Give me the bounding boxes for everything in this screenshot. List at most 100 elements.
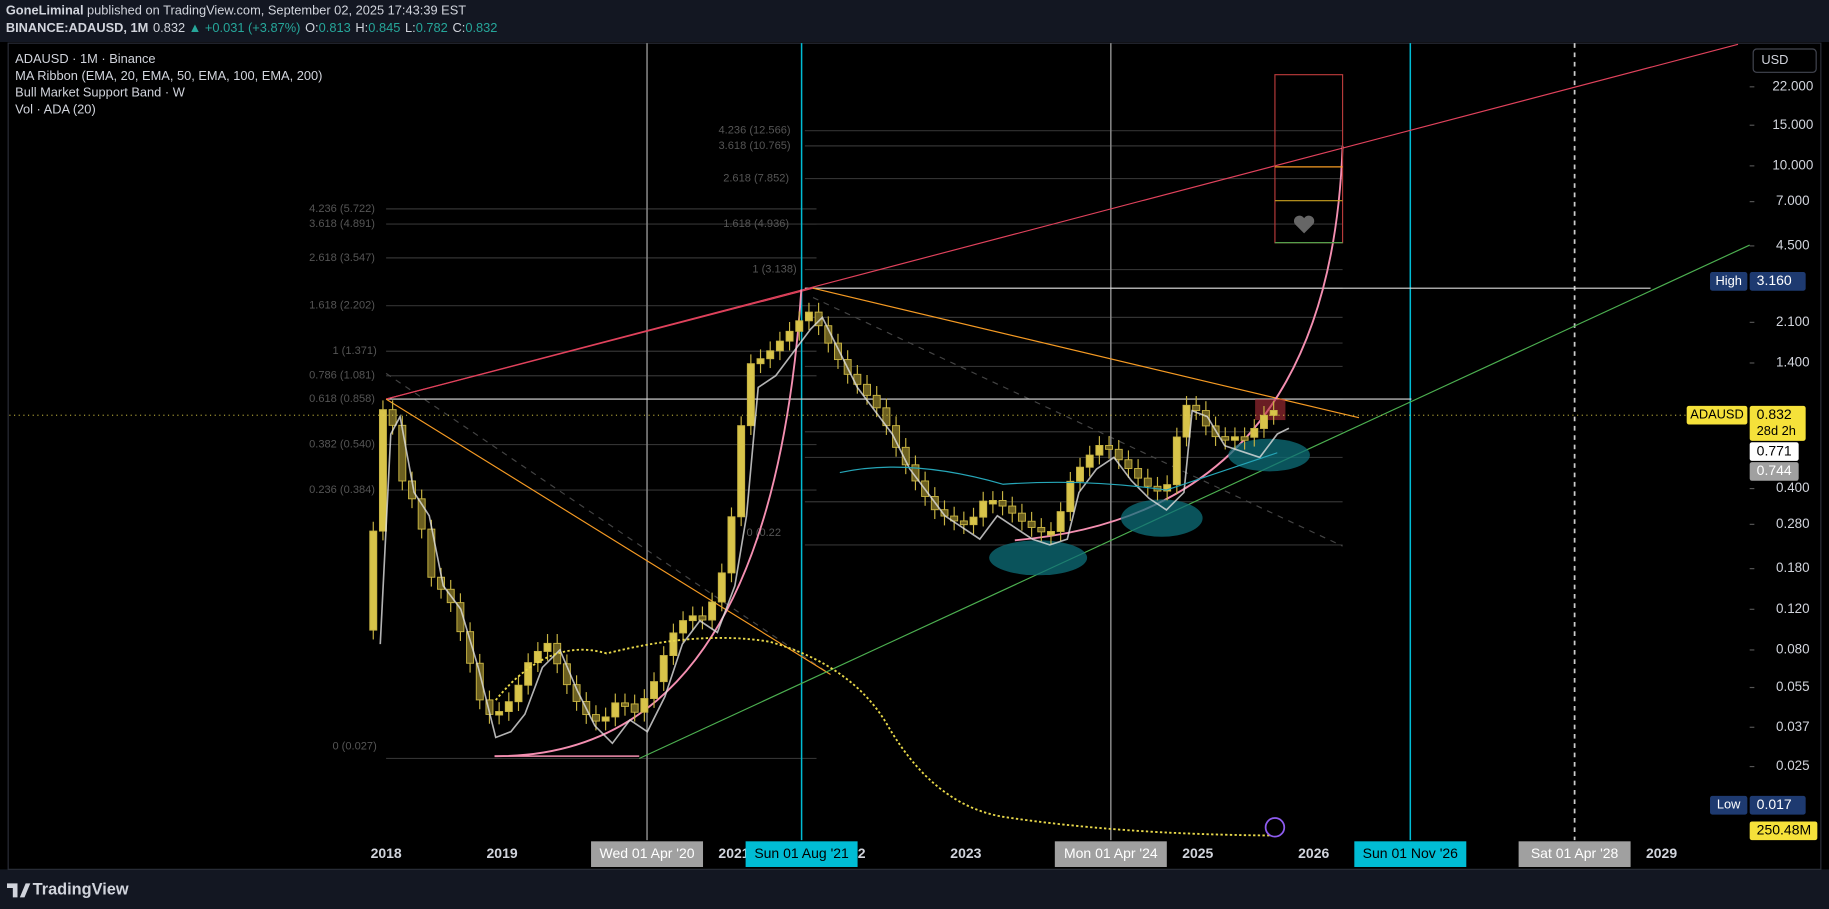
tv-logo xyxy=(6,883,31,898)
candle-body xyxy=(1124,459,1133,469)
y-tick-label: 0.080 xyxy=(1776,641,1810,656)
ohlc-key: C: xyxy=(452,21,465,36)
currency-button[interactable] xyxy=(1752,48,1817,73)
candle-body xyxy=(1017,512,1026,522)
candle-body xyxy=(388,409,397,426)
fib-label: 4.236 (5.722) xyxy=(309,203,375,215)
date-badge-bg xyxy=(1354,841,1467,867)
y-tick-label: 0.280 xyxy=(1776,516,1810,531)
legend-item[interactable]: Bull Market Support Band · W xyxy=(15,85,186,100)
candle-body xyxy=(1201,410,1210,427)
candle-body xyxy=(988,499,997,505)
trend-line xyxy=(812,287,1360,419)
plot: 4.236 (5.722) 3.618 (4.891) 2.618 (3.547) 1… xyxy=(9,43,1750,841)
y-tick-label: 0.037 xyxy=(1776,719,1810,734)
guide xyxy=(385,297,1343,675)
y-tick-label: 7.000 xyxy=(1776,193,1810,208)
candle-body xyxy=(533,650,542,664)
y-tick-label: 0.055 xyxy=(1776,679,1810,694)
ohlc-key: H: xyxy=(355,21,368,36)
candle-body xyxy=(804,311,813,322)
fib-label: 0.786 (1.081) xyxy=(309,370,375,382)
x-tick-label: 2029 xyxy=(1646,845,1677,861)
published: published on TradingView.com, September … xyxy=(87,3,466,18)
x-tick-label: 2021 xyxy=(718,845,749,861)
badge-name-bg xyxy=(1710,272,1748,291)
candle-body xyxy=(640,698,649,713)
candle-body xyxy=(1085,454,1094,468)
candle-body xyxy=(756,358,765,365)
candle-body xyxy=(708,601,717,621)
fib-label: 0 (0.027) xyxy=(332,741,376,753)
fib-label: 3.618 (4.891) xyxy=(309,218,375,230)
fib-label: 1.618 (2.202) xyxy=(309,300,375,312)
badge-name: Low xyxy=(1717,797,1741,812)
candle-body xyxy=(1008,505,1017,514)
extra-badge: 0.771 xyxy=(1757,442,1792,458)
candle-body xyxy=(1163,484,1172,492)
date-badge-bg xyxy=(1518,841,1631,867)
y-tick-label: 0.400 xyxy=(1776,480,1810,495)
candle-body xyxy=(950,515,959,522)
candle-body xyxy=(591,714,600,722)
badge-value-bg xyxy=(1749,272,1806,291)
date-badge-bg xyxy=(745,841,858,867)
legend-item[interactable]: MA Ribbon (EMA, 20, EMA, 50, EMA, 100, E… xyxy=(15,68,322,83)
legend-item[interactable]: ADAUSD · 1M · Binance xyxy=(15,51,155,66)
candle-body xyxy=(611,702,620,718)
footer-bar xyxy=(0,869,1829,909)
candle-body xyxy=(785,330,794,342)
chart-frame xyxy=(7,42,1822,870)
author: GoneLiminal xyxy=(6,3,84,18)
candle-body xyxy=(601,716,610,722)
ohlc-key: L: xyxy=(405,21,416,36)
ohlc-key: O: xyxy=(305,21,319,36)
badge-value-bg xyxy=(1749,795,1806,815)
date-badge-bg xyxy=(1054,841,1167,867)
legend-item[interactable]: Vol · ADA (20) xyxy=(15,102,96,117)
trend-line xyxy=(385,43,1739,400)
fib-label: 0.236 (0.384) xyxy=(309,484,375,496)
trend-line xyxy=(638,244,1750,760)
extra-badge-bg xyxy=(1749,442,1799,461)
ma-ribbon xyxy=(379,316,1290,745)
x-tick-label: 2018 xyxy=(371,845,402,861)
badge-name-bg xyxy=(1710,795,1748,815)
date-badge: Sun 01 Aug '21 xyxy=(754,845,849,861)
candle-body xyxy=(630,703,639,713)
candle-body xyxy=(959,520,968,526)
candle-body xyxy=(775,340,784,352)
candle-body xyxy=(504,701,513,712)
candle-body xyxy=(621,702,629,707)
candle-body xyxy=(834,342,842,361)
candle-body xyxy=(524,662,533,686)
y-tick-label: 2.100 xyxy=(1776,314,1810,329)
candle-body xyxy=(1230,436,1239,441)
header: GoneLiminal published on TradingView.com,… xyxy=(6,3,498,117)
badge-name: High xyxy=(1715,273,1741,288)
candle-body xyxy=(1047,531,1055,536)
fib-label: 0.618 (0.858) xyxy=(309,393,375,405)
candle-body xyxy=(1250,428,1259,438)
x-tick-label: 2019 xyxy=(487,845,518,861)
countdown: 28d 2h xyxy=(1757,423,1796,438)
fib-label: 0 (0.22 xyxy=(747,527,781,539)
candle-body xyxy=(1076,466,1084,482)
lightning-icon[interactable] xyxy=(1264,817,1286,838)
extra-badge: 250.48M xyxy=(1757,822,1811,838)
badge-value: 0.832 xyxy=(1757,406,1792,422)
candle-body xyxy=(1172,436,1181,486)
currency-label[interactable]: USD xyxy=(1761,52,1788,67)
candle-body xyxy=(1037,526,1046,533)
candle-body xyxy=(1114,448,1123,461)
candle-body xyxy=(737,425,746,518)
candle-body xyxy=(679,620,688,634)
candle-body xyxy=(872,394,881,409)
candle-body xyxy=(369,530,378,631)
candle-body xyxy=(572,684,581,702)
trend-line xyxy=(385,398,831,675)
fib-label: 1.618 (4.936) xyxy=(723,218,789,230)
candle-body xyxy=(795,320,804,332)
badge-name-bg xyxy=(1686,405,1748,425)
